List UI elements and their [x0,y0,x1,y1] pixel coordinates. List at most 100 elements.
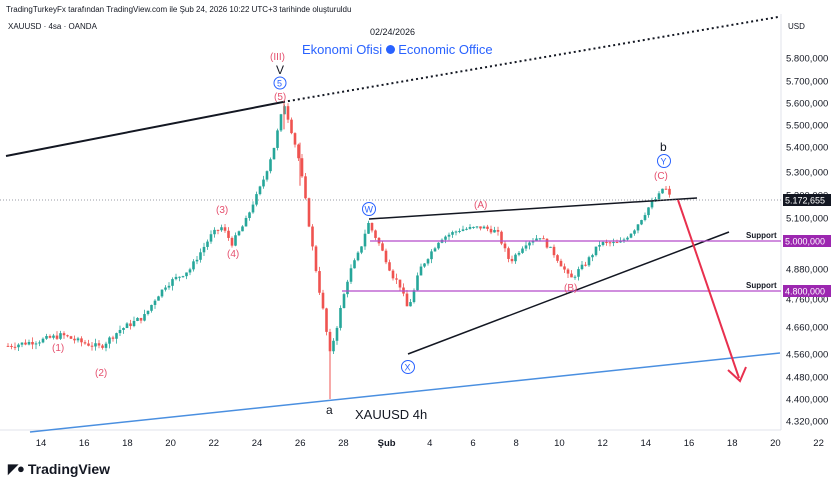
wave-5-label: (5) [274,92,286,103]
candle [668,185,671,198]
candle [199,248,202,263]
wave-y-circle-icon [657,154,671,168]
candle [290,117,293,135]
candle [363,229,367,250]
price-tick-label: 5.400,000 [786,143,828,154]
candle [475,226,479,229]
candle [622,237,626,243]
candle [619,237,622,243]
triangle-lower-line[interactable] [407,231,730,355]
channel-line[interactable] [29,352,781,433]
candle [633,229,636,236]
price-tick-label: 5.300,000 [786,168,828,179]
candle [115,332,118,344]
candle [6,343,10,347]
candle [69,335,73,340]
time-axis[interactable]: 1416182022242628Şub468101214161820222426… [36,438,840,449]
candle [108,336,111,349]
wave-2-label: (2) [95,368,107,379]
candle [349,264,353,284]
candle [52,333,55,340]
current-price-badge [783,194,831,206]
candle [528,241,531,250]
candle [587,255,591,267]
currency-label: USD [788,22,805,31]
candle [370,222,374,233]
candle [20,342,24,348]
candle [80,336,83,347]
price-tick-label: 4.660,000 [786,323,828,334]
wave-iii-label: (III) [270,52,285,63]
candle [346,279,349,298]
candle [566,268,570,278]
symbol-info[interactable]: XAUUSD · 4sa · OANDA [8,22,97,31]
candle [223,224,227,233]
candle [517,251,521,257]
candle [384,248,388,265]
time-tick-label: 6 [470,438,475,449]
wave-w-circle-icon [362,202,376,216]
candle [577,266,580,281]
wave-a-upper-label: (A) [474,200,487,211]
wave-4-label: (4) [227,249,239,260]
upper-trendline-extension[interactable] [282,16,779,103]
candle [465,227,468,231]
candle [318,266,321,295]
candle [325,307,328,336]
time-tick-label: 4 [427,438,432,449]
candle [493,226,496,233]
arrow-head-icon [727,366,747,383]
time-tick-label: 14 [36,438,47,449]
office-left-text: Ekonomi Ofisi [302,42,383,57]
candle [192,259,195,272]
candle [185,272,188,280]
wave-a-lower-label: a [326,403,333,417]
candle [335,325,339,345]
candle [503,240,507,252]
candle [87,339,90,347]
wave-y-label: Y [661,157,667,167]
price-tick-label: 5.700,000 [786,77,828,88]
candle [146,310,150,316]
candle [591,253,594,262]
office-banner: Ekonomi Ofisi Economic Office [302,42,493,57]
price-tick-label: 5.600,000 [786,99,828,110]
price-tick-label: 5.800,000 [786,54,828,65]
candle [55,331,59,340]
chart-attribution: TradingTurkeyFx tarafından TradingView.c… [6,5,352,14]
time-tick-label: 20 [165,438,176,449]
candle [391,269,395,281]
price-axis[interactable]: 5.800,000 5.700,000 5.600,000 5.500,000 5.40… [786,54,828,428]
candle [258,185,262,196]
candle [594,246,598,257]
candle [255,191,258,207]
tradingview-logo[interactable]: ◤● TradingView [8,461,110,477]
candle [24,339,27,346]
time-tick-label: 22 [209,438,220,449]
candle [419,263,423,276]
triangle-upper-line[interactable] [368,197,698,220]
candle [524,241,528,252]
candle [556,254,559,263]
candle [664,186,668,190]
candle [181,275,185,278]
candle [307,197,311,228]
candle [269,157,272,174]
candle [286,103,290,124]
candle [265,170,269,182]
candle [276,128,279,151]
candle [447,232,451,241]
candle [90,341,94,351]
candle [125,322,129,329]
projection-arrow[interactable] [677,199,740,379]
price-tick-label: 4.480,000 [786,373,828,384]
upper-trendline[interactable] [5,101,284,157]
candle [174,273,178,281]
candles-layer [6,103,671,399]
candle [38,340,41,347]
candle [244,215,248,227]
symbol-watermark: XAUUSD 4h [355,407,428,422]
candle [458,228,461,234]
office-right-text: Economic Office [398,42,493,57]
